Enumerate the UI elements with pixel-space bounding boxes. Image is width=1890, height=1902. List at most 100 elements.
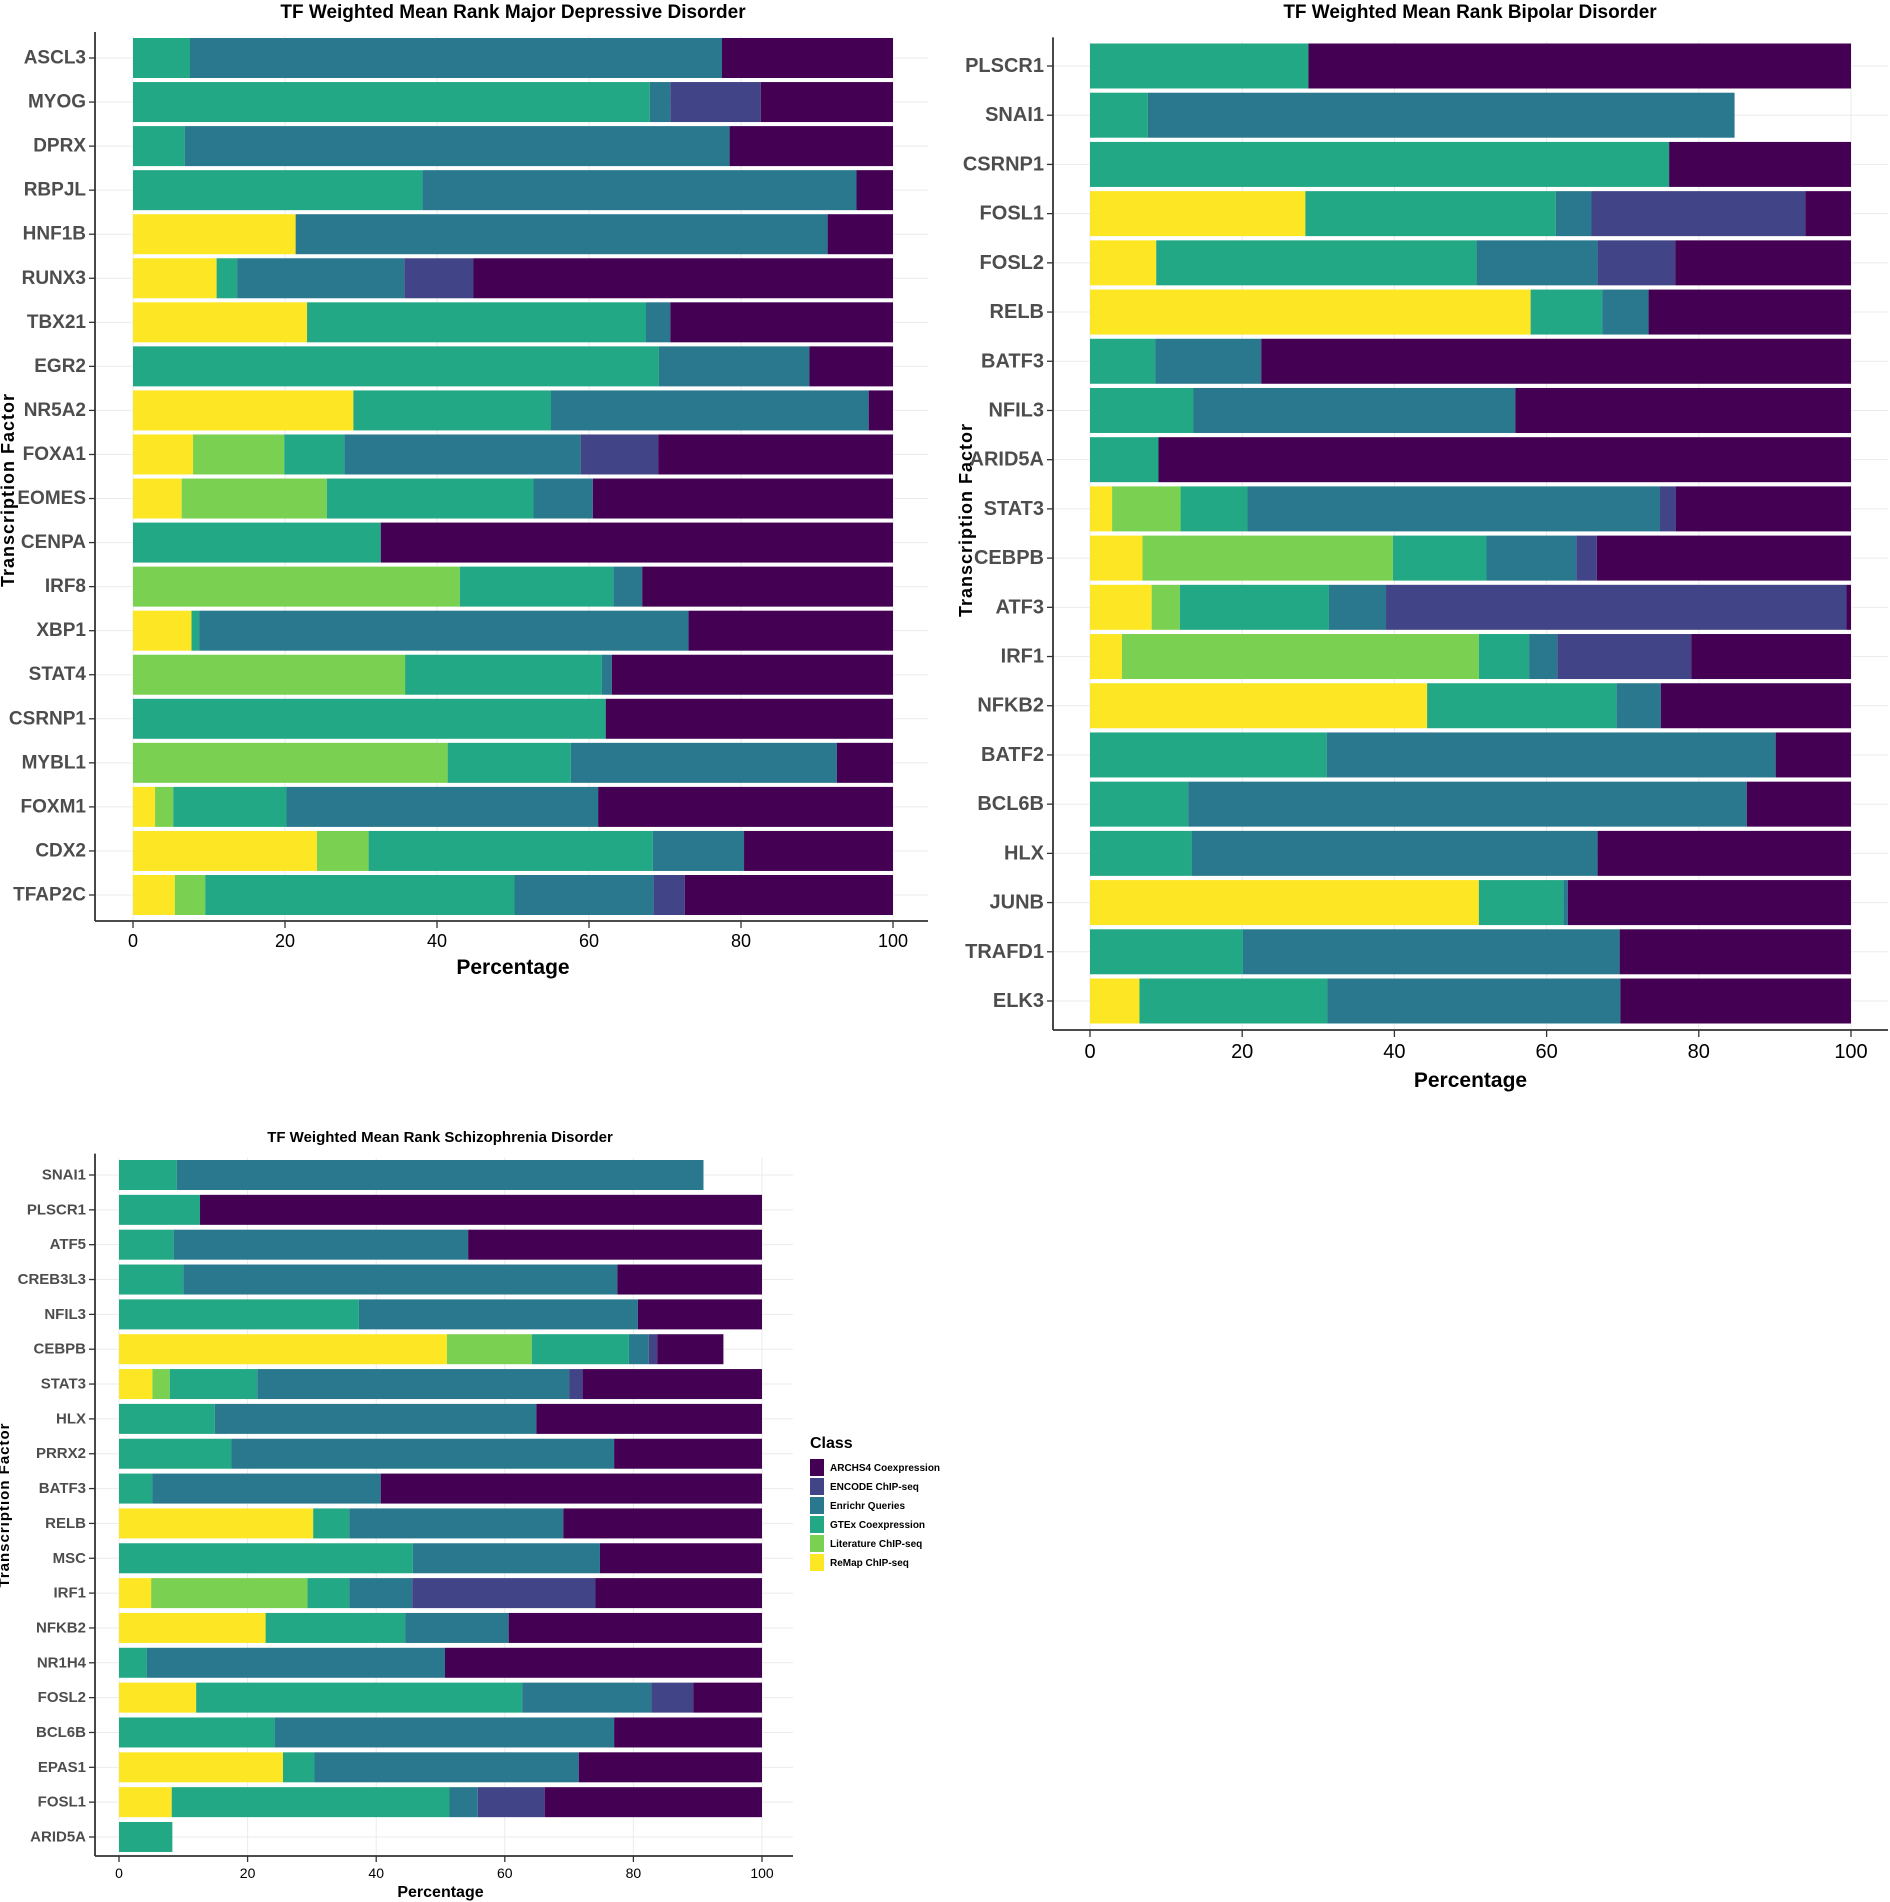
bar-segment — [1567, 880, 1851, 926]
bar-segment — [190, 38, 722, 78]
bar-segment — [531, 1334, 629, 1365]
bar-segment — [174, 875, 206, 915]
bar-segment — [307, 302, 646, 343]
x-tick-label: 40 — [427, 931, 447, 951]
category-label: BATF2 — [981, 744, 1044, 766]
bar-segment — [449, 1787, 478, 1818]
category-label: ARID5A — [30, 1829, 86, 1846]
bar-segment — [468, 1229, 762, 1260]
bar-segment — [614, 1438, 762, 1469]
x-tick-label: 20 — [1231, 1041, 1253, 1063]
bar-segment — [1478, 880, 1564, 926]
chart-title: TF Weighted Mean Rank Bipolar Disorder — [1283, 2, 1657, 23]
bar-segment — [119, 1438, 232, 1469]
category-label: CEBPB — [974, 547, 1044, 569]
bar-segment — [133, 390, 354, 431]
chart-panel-bipolar: TF Weighted Mean Rank Bipolar Disorder P… — [956, 2, 1888, 1092]
bar-segment — [119, 1543, 413, 1574]
bar-segment — [1308, 43, 1851, 89]
bar-segment — [617, 1264, 762, 1295]
bar-segment — [133, 258, 217, 299]
legend: Class ARCHS4 Coexpression ENCODE ChIP-se… — [810, 1435, 940, 1571]
legend-swatch — [810, 1516, 824, 1533]
bar-segment — [1563, 880, 1568, 926]
legend-item: Enrichr Queries — [810, 1497, 905, 1514]
bar-segment — [1242, 929, 1620, 975]
category-label: IRF1 — [1001, 646, 1044, 668]
bar-segment — [1090, 141, 1670, 187]
bar-segment — [653, 875, 685, 915]
bar-segment — [119, 1473, 153, 1504]
bar-segment — [508, 1612, 762, 1643]
bar-segment — [1597, 830, 1851, 876]
bar-segment — [760, 82, 893, 123]
bar-segment — [146, 1647, 446, 1678]
bar-segment — [353, 390, 551, 431]
bar-segment — [1090, 437, 1159, 483]
legend-item: ReMap ChIP-seq — [810, 1554, 909, 1571]
bar-segment — [284, 434, 345, 475]
category-label: FOSL2 — [38, 1689, 86, 1706]
bar-segment — [1179, 584, 1329, 630]
bar-segment — [670, 302, 893, 343]
bar-segment — [151, 1578, 308, 1609]
y-axis-label: Transcription Factor — [956, 423, 976, 617]
category-label: FOSL1 — [38, 1794, 86, 1811]
bar-segment — [169, 1369, 258, 1400]
category-label: NFIL3 — [988, 399, 1044, 421]
bar-segment — [628, 1334, 649, 1365]
legend-swatch — [810, 1535, 824, 1552]
bar-segment — [648, 1334, 658, 1365]
category-label: MYOG — [28, 92, 86, 113]
category-label: IRF1 — [53, 1585, 86, 1602]
x-axis-label: Percentage — [397, 1884, 483, 1901]
category-label: IRF8 — [45, 576, 86, 597]
category-label: PLSCR1 — [27, 1201, 86, 1218]
bar-segment — [313, 1508, 350, 1539]
bar-segment — [670, 82, 761, 123]
x-tick-label: 60 — [579, 931, 599, 951]
bar-segment — [544, 1787, 762, 1818]
chart-panel-major-depressive: TF Weighted Mean Rank Major Depressive D… — [0, 2, 928, 979]
bar-segment — [473, 258, 893, 299]
bar-segment — [722, 38, 893, 78]
category-label: HLX — [1004, 842, 1045, 864]
bar-segment — [133, 698, 606, 739]
bar-segment — [563, 1508, 762, 1539]
bar-segment — [358, 1299, 638, 1330]
x-tick-label: 40 — [1383, 1041, 1405, 1063]
bar-segment — [827, 214, 893, 255]
category-label: CDX2 — [35, 840, 86, 861]
bar-segment — [1660, 683, 1851, 729]
legend-swatch — [810, 1478, 824, 1495]
bar-segment — [1675, 240, 1851, 286]
bar-segment — [836, 742, 893, 783]
bar-segment — [119, 1264, 184, 1295]
bar-segment — [1691, 634, 1851, 680]
category-label: TBX21 — [27, 312, 87, 333]
bar-segment — [1386, 584, 1847, 630]
bar-segment — [152, 1473, 381, 1504]
bar-segment — [119, 1229, 174, 1260]
bar-segment — [173, 1229, 469, 1260]
category-label: MYBL1 — [22, 752, 87, 773]
bar-segment — [1327, 978, 1621, 1024]
category-label: ELK3 — [993, 990, 1044, 1012]
x-tick-label: 100 — [750, 1865, 774, 1881]
bar-segment — [412, 1578, 596, 1609]
x-tick-label: 100 — [1834, 1041, 1867, 1063]
bar-segment — [1193, 387, 1516, 433]
bar-segment — [1090, 43, 1309, 89]
category-label: ATF3 — [995, 596, 1044, 618]
bar-segment — [1090, 880, 1479, 926]
bar-segment — [809, 346, 893, 387]
x-tick-label: 0 — [128, 931, 138, 951]
bar-segment — [447, 742, 571, 783]
bar-segment — [868, 390, 893, 431]
x-tick-label: 80 — [1688, 1041, 1710, 1063]
category-label: EGR2 — [34, 356, 86, 377]
bar-segment — [119, 1299, 359, 1330]
category-label: RELB — [990, 301, 1044, 323]
bar-segment — [214, 1403, 537, 1434]
category-label: EPAS1 — [38, 1759, 86, 1776]
